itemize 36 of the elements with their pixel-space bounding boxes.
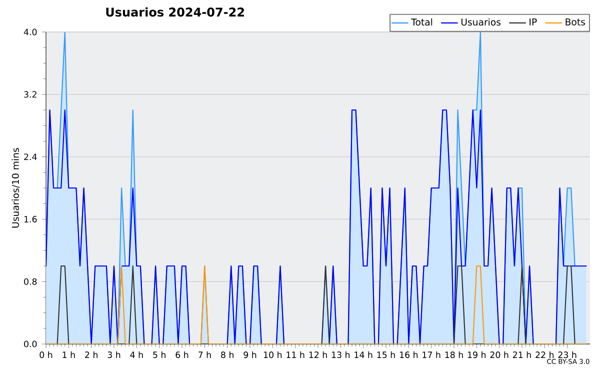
x-tick-label: 22 h bbox=[536, 351, 554, 358]
x-tick-label: 20 h bbox=[490, 351, 508, 358]
x-tick-label: 1 h bbox=[62, 351, 75, 358]
y-tick-label: 1.6 bbox=[24, 216, 37, 222]
x-tick-label: 14 h bbox=[354, 351, 372, 358]
x-tick-label: 7 h bbox=[198, 351, 211, 358]
x-tick-label: 8 h bbox=[221, 351, 234, 358]
y-axis-title: Usuarios/10 mins bbox=[12, 148, 20, 228]
y-tick-label: 0.0 bbox=[24, 340, 37, 348]
x-tick-label: 17 h bbox=[422, 351, 440, 358]
x-tick-label: 9 h bbox=[244, 351, 256, 358]
x-tick-label: 0 h bbox=[40, 351, 52, 358]
x-tick-label: 6 h bbox=[176, 351, 188, 358]
y-tick-label: 3.2 bbox=[24, 91, 36, 98]
chart-title: Usuarios 2024-07-22 bbox=[106, 7, 244, 17]
x-tick-label: 19 h bbox=[468, 351, 486, 358]
legend-label: Usuarios bbox=[461, 18, 501, 26]
y-tick-label: 2.4 bbox=[24, 154, 37, 160]
x-tick-label: 23 h bbox=[558, 351, 576, 358]
x-tick-label: 3 h bbox=[108, 351, 120, 358]
x-tick-label: 2 h bbox=[85, 351, 98, 358]
x-tick-label: 18 h bbox=[445, 351, 463, 358]
x-tick-label: 5 h bbox=[153, 351, 166, 358]
x-tick-label: 12 h bbox=[309, 351, 327, 358]
y-tick-label: 4.0 bbox=[24, 28, 37, 36]
x-tick-label: 4 h bbox=[130, 351, 143, 358]
y-tick-label: 0.8 bbox=[24, 278, 37, 285]
x-tick-label: 11 h bbox=[286, 351, 304, 358]
legend-label: IP bbox=[530, 18, 537, 26]
legend-label: Total bbox=[411, 18, 432, 26]
x-tick-label: 21 h bbox=[512, 351, 531, 358]
x-tick-label: 15 h bbox=[377, 351, 395, 358]
x-tick-label: 16 h bbox=[400, 351, 418, 358]
x-tick-label: 10 h bbox=[264, 351, 282, 358]
legend-label: Bots bbox=[566, 18, 586, 26]
x-tick-label: 13 h bbox=[332, 351, 350, 358]
